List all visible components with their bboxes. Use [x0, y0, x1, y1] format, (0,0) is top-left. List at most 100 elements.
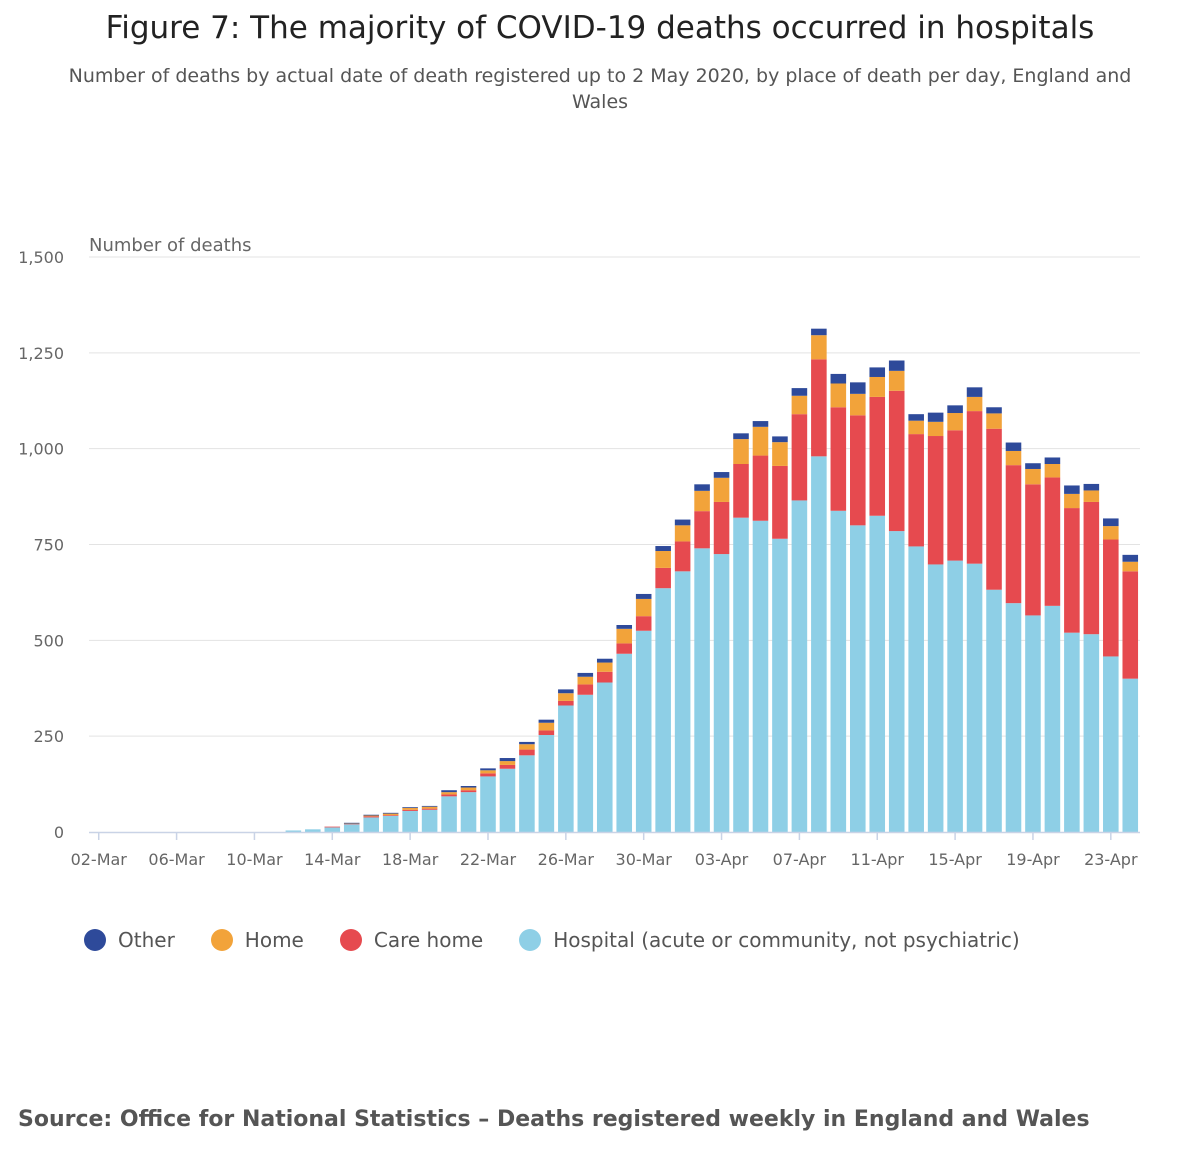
bar-segment: [772, 442, 788, 466]
bar-segment: [1025, 468, 1041, 485]
bar-segment: [1064, 632, 1080, 832]
bar-segment: [733, 517, 749, 832]
bar-segment: [1005, 465, 1022, 604]
bar-segment: [460, 787, 477, 791]
legend-item-other[interactable]: Other: [84, 928, 175, 952]
bar-segment: [927, 564, 944, 832]
bar-segment: [382, 815, 399, 832]
bar-segment: [324, 826, 341, 828]
bar-segment: [908, 434, 924, 547]
bar-segment: [635, 593, 652, 599]
chart-subtitle: Number of deaths by actual date of death…: [68, 65, 1132, 113]
bar-segment: [850, 525, 866, 832]
bar-segment: [888, 390, 905, 532]
bar-segment: [966, 411, 983, 564]
y-tick-label: 1,500: [18, 248, 64, 267]
bar-segment: [791, 414, 808, 501]
bar-segment: [1064, 493, 1080, 509]
x-tick-label: 18-Mar: [382, 850, 439, 869]
bar-segment: [324, 827, 341, 832]
legend-label-care-home: Care home: [373, 928, 484, 952]
bar-segment: [596, 662, 613, 672]
bar-segment: [908, 420, 924, 435]
bar-segment: [888, 531, 905, 832]
bar-segment: [480, 770, 496, 774]
legend-item-home[interactable]: Home: [210, 928, 304, 952]
bar-segment: [616, 628, 633, 644]
legend-item-care-home[interactable]: Care home: [339, 928, 484, 952]
bar-segment: [616, 625, 633, 629]
bar-segment: [947, 405, 963, 414]
bar-segment: [305, 829, 321, 832]
bar-segment: [752, 520, 769, 832]
legend-item-hospital[interactable]: Hospital (acute or community, not psychi…: [519, 928, 1020, 952]
bar-segment: [480, 768, 496, 771]
bar-segment: [382, 812, 399, 814]
source-note: Source: Office for National Statistics –…: [18, 1107, 1090, 1132]
bar-segment: [713, 477, 730, 502]
x-tick-label: 22-Mar: [460, 850, 517, 869]
gridlines: [89, 256, 1140, 737]
bar-segment: [402, 807, 418, 808]
bar-segment: [519, 749, 535, 756]
bar-segment: [986, 428, 1002, 590]
bar-segment: [869, 376, 886, 397]
bar-segment: [402, 809, 418, 811]
x-tick-label: 10-Mar: [226, 850, 283, 869]
y-tick-label: 500: [33, 631, 64, 650]
bar-segment: [1103, 656, 1119, 832]
bar-segment: [713, 501, 730, 555]
bar-segment: [421, 809, 438, 832]
bar-segment: [596, 671, 613, 683]
bar-segment: [850, 415, 866, 526]
bar-segment: [441, 796, 457, 832]
bar-segment: [986, 589, 1002, 832]
bar-segment: [519, 744, 535, 750]
bar-segment: [1064, 508, 1080, 633]
bar-segment: [947, 560, 963, 832]
bar-segment: [674, 571, 691, 832]
bar-segment: [441, 794, 457, 797]
bar-segment: [421, 805, 438, 807]
bar-segment: [363, 815, 379, 817]
x-tick-label: 26-Mar: [538, 850, 595, 869]
bar-segment: [752, 426, 769, 456]
bar-segment: [986, 407, 1002, 414]
bar-segment: [460, 790, 477, 793]
bar-segment: [791, 388, 808, 396]
bar-segment: [888, 370, 905, 391]
bar-segment: [577, 684, 594, 695]
bar-segment: [343, 824, 360, 832]
bar-segment: [616, 643, 633, 654]
bar-segment: [1025, 463, 1041, 469]
bar-segment: [811, 335, 827, 360]
bar-segment: [908, 546, 924, 832]
bar-segment: [1103, 539, 1119, 657]
bar-segment: [752, 421, 769, 427]
bar-segment: [674, 525, 691, 542]
bar-segment: [1122, 571, 1139, 679]
bar-segment: [343, 822, 360, 824]
bar-segment: [577, 694, 594, 832]
bar-segment: [1044, 477, 1061, 606]
x-tick-label: 30-Mar: [616, 850, 673, 869]
bar-segment: [558, 700, 574, 706]
bar-segment: [1083, 634, 1100, 832]
bar-segment: [499, 758, 516, 762]
bar-segment: [694, 548, 710, 832]
bar-segment: [596, 658, 613, 663]
bar-segment: [927, 436, 944, 565]
bar-segment: [596, 682, 613, 832]
bar-segment: [850, 382, 866, 394]
bar-segment: [791, 500, 808, 832]
bar-segment: [382, 813, 399, 816]
bar-segment: [285, 830, 302, 832]
y-axis-title: Number of deaths: [89, 235, 251, 256]
bar-segment: [558, 689, 574, 694]
bar-segment: [421, 808, 438, 810]
bar-segment: [577, 676, 594, 685]
bar-segment: [1122, 678, 1139, 832]
x-tick-label: 06-Mar: [148, 850, 205, 869]
bar-segment: [733, 433, 749, 440]
bar-segment: [966, 387, 983, 397]
